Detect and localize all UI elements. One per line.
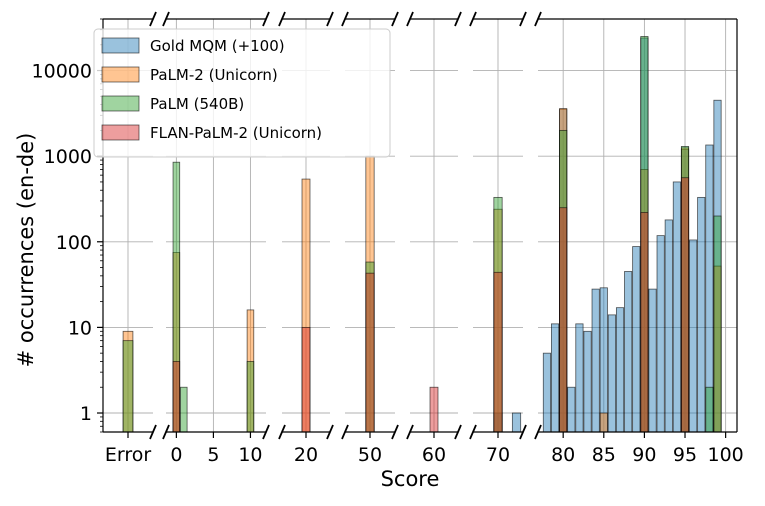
x-tick-label: 60 [422, 444, 446, 466]
bar-gold-mqm-100 [624, 271, 633, 433]
axis-break-marker [341, 11, 349, 27]
bar-gold-mqm-100 [697, 196, 706, 433]
legend-swatch [101, 66, 140, 83]
bar-palm-2-unicorn [599, 412, 608, 433]
axis-break-marker [278, 424, 286, 440]
bar-gold-mqm-100 [648, 288, 657, 433]
axis-break-marker [162, 11, 170, 27]
bar-flan-palm-2-unicorn [365, 272, 375, 433]
x-tick-label: Error [105, 444, 152, 466]
bar-gold-mqm-100 [599, 287, 608, 433]
x-tick-label: 100 [707, 444, 743, 466]
legend-swatch [101, 37, 140, 54]
bar-gold-mqm-100 [551, 323, 560, 433]
x-tick-label: 0 [170, 444, 182, 466]
bar-gold-mqm-100 [575, 323, 584, 433]
axis-break-marker [162, 424, 170, 440]
bar-flan-palm-2-unicorn [301, 326, 311, 433]
bar-flan-palm-2-unicorn [680, 177, 690, 433]
bar-gold-mqm-100 [664, 219, 673, 433]
x-tick-label: 95 [673, 444, 697, 466]
bar-gold-mqm-100 [632, 246, 641, 433]
axis-break-marker [406, 424, 414, 440]
bar-gold-mqm-100 [511, 412, 522, 433]
bar-gold-mqm-100 [615, 307, 625, 433]
legend-label: Gold MQM (+100) [150, 37, 285, 55]
axis-break-marker [149, 424, 157, 440]
axis-break-marker [326, 424, 334, 440]
axis-break-marker [534, 11, 542, 27]
y-tick-label: 1000 [44, 146, 92, 168]
bar-palm-540b [180, 386, 188, 433]
axis-break-marker [278, 11, 286, 27]
legend-box [93, 28, 391, 158]
axis-break-marker [519, 424, 527, 440]
axis-break-marker [454, 424, 462, 440]
legend-label: PaLM-2 (Unicorn) [150, 66, 278, 84]
axis-break-marker [469, 424, 477, 440]
bar-flan-palm-2-unicorn [429, 386, 439, 433]
bar-flan-palm-2-unicorn [172, 361, 181, 433]
x-tick-label: 50 [358, 444, 382, 466]
x-axis-title: Score [381, 467, 440, 491]
axis-break-marker [262, 424, 270, 440]
axis-break-marker [391, 424, 399, 440]
x-tick-label: 90 [632, 444, 656, 466]
y-tick-label: 1 [80, 403, 92, 425]
bar-gold-mqm-100 [656, 235, 665, 433]
y-tick-label: 10000 [32, 61, 92, 83]
bar-flan-palm-2-unicorn [640, 212, 649, 433]
y-tick-label: 100 [56, 232, 92, 254]
axis-break-marker [454, 11, 462, 27]
bar-palm-540b [713, 215, 722, 433]
x-tick-label: 80 [551, 444, 575, 466]
x-tick-label: 70 [486, 444, 510, 466]
axis-break-marker [391, 11, 399, 27]
bar-flan-palm-2-unicorn [493, 271, 503, 433]
bar-palm-540b [246, 361, 255, 433]
bar-gold-mqm-100 [542, 352, 551, 433]
axis-break-marker [406, 11, 414, 27]
bar-gold-mqm-100 [607, 314, 616, 433]
legend-label: PaLM (540B) [150, 95, 244, 113]
bar-palm-540b [705, 386, 714, 433]
y-axis-title: # occurrences (en-de) [14, 133, 38, 368]
axis-break-marker [326, 11, 334, 27]
x-tick-label: 10 [238, 444, 262, 466]
legend-label: FLAN-PaLM-2 (Unicorn) [150, 124, 322, 142]
axis-break-marker [262, 11, 270, 27]
x-tick-label: 5 [207, 444, 219, 466]
y-tick-label: 10 [68, 317, 92, 339]
legend-swatch [101, 124, 140, 141]
bar-gold-mqm-100 [567, 386, 576, 433]
bar-palm-540b [122, 340, 134, 433]
axis-break-marker [149, 11, 157, 27]
legend-swatch [101, 95, 140, 112]
bar-gold-mqm-100 [672, 181, 681, 433]
bar-gold-mqm-100 [583, 330, 592, 433]
legend: Gold MQM (+100) PaLM-2 (Unicorn) PaLM (540… [93, 28, 391, 158]
axis-break-marker [341, 424, 349, 440]
axis-break-marker [519, 11, 527, 27]
bar-flan-palm-2-unicorn [559, 207, 568, 433]
axes-layer: 1 10 100 1000 10000 Error 0 5 10 20 50 60 70 80 85 90 95… [32, 11, 744, 466]
axis-break-marker [534, 424, 542, 440]
axis-break-marker [469, 11, 477, 27]
x-tick-label: 85 [592, 444, 616, 466]
x-tick-label: 20 [294, 444, 318, 466]
bar-gold-mqm-100 [591, 288, 600, 433]
bar-gold-mqm-100 [689, 239, 698, 433]
